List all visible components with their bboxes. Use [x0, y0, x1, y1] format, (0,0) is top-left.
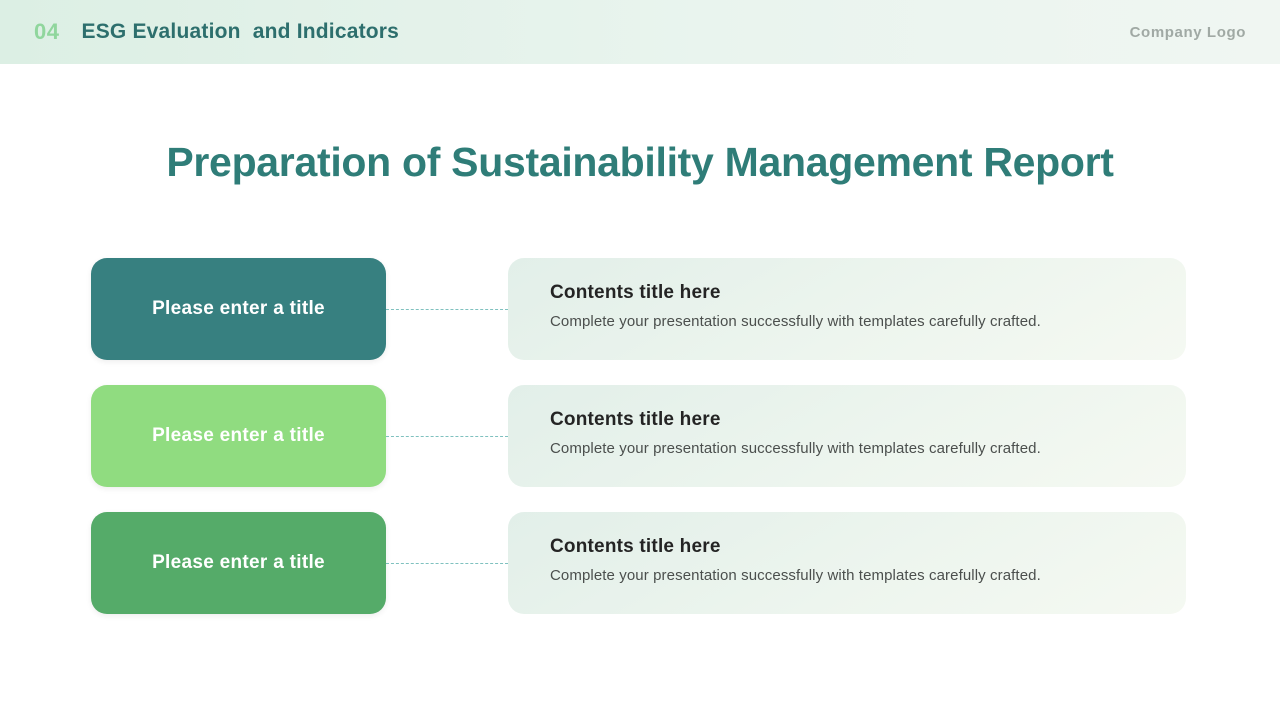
content-card: Contents title here Complete your presen… [508, 258, 1186, 360]
content-card: Contents title here Complete your presen… [508, 385, 1186, 487]
card-title: Contents title here [550, 282, 721, 303]
slide-title: Preparation of Sustainability Management… [166, 139, 1114, 185]
title-placeholder-button[interactable]: Please enter a title [91, 385, 386, 487]
connector-line [386, 435, 508, 437]
section-title: ESG Evaluation and Indicators [81, 20, 400, 43]
card-description: Complete your presentation successfully … [550, 313, 1041, 330]
connector-line [386, 562, 508, 564]
content-row: Please enter a title Contents title here… [91, 385, 1186, 487]
card-title: Contents title here [550, 536, 721, 557]
content-card: Contents title here Complete your presen… [508, 512, 1186, 614]
connector-line [386, 308, 508, 310]
company-logo: Company Logo [1129, 23, 1246, 41]
card-title: Contents title here [550, 409, 721, 430]
title-placeholder-button[interactable]: Please enter a title [91, 258, 386, 360]
card-description: Complete your presentation successfully … [550, 440, 1041, 457]
card-description: Complete your presentation successfully … [550, 567, 1041, 584]
content-row: Please enter a title Contents title here… [91, 258, 1186, 360]
section-number: 04 [34, 19, 60, 44]
content-row: Please enter a title Contents title here… [91, 512, 1186, 614]
title-placeholder-button[interactable]: Please enter a title [91, 512, 386, 614]
header-bar: 04 ESG Evaluation and Indicators Company… [0, 0, 1280, 64]
